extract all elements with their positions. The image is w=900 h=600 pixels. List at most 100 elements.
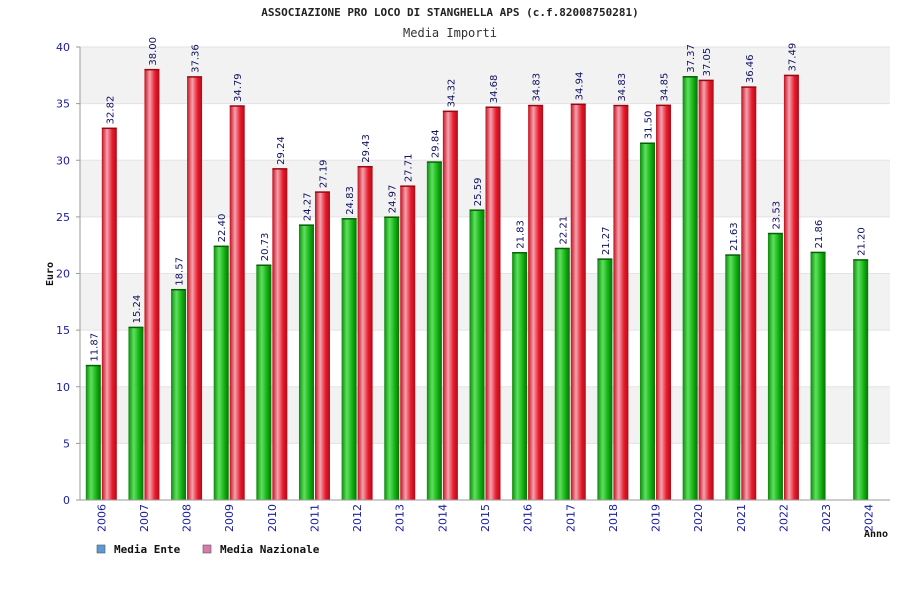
bar xyxy=(229,106,245,501)
data-label: 34.79 xyxy=(233,73,244,102)
x-tick-label: 2023 xyxy=(820,504,833,532)
legend-entry: Media Nazionale xyxy=(220,543,320,556)
data-label: 37.37 xyxy=(686,44,697,73)
bar xyxy=(298,225,314,500)
bar xyxy=(613,105,629,501)
bars: 11.87 32.82 15.24 38.00 18.57 37.36 22.40 34.79… xyxy=(85,37,869,501)
x-tick-label: 2012 xyxy=(351,504,364,532)
data-label: 27.19 xyxy=(318,159,329,188)
data-label: 36.46 xyxy=(745,54,756,83)
bar xyxy=(213,246,229,500)
bar xyxy=(528,105,544,501)
bar xyxy=(725,255,741,500)
data-label: 38.00 xyxy=(148,37,159,66)
data-label: 37.49 xyxy=(787,43,798,72)
data-label: 37.36 xyxy=(191,44,202,73)
data-label: 34.83 xyxy=(532,73,543,102)
bar xyxy=(144,69,160,501)
data-label: 27.71 xyxy=(404,154,415,183)
data-label: 31.50 xyxy=(644,111,655,140)
x-tick-label: 2016 xyxy=(522,504,535,532)
bar xyxy=(597,259,613,500)
y-tick-label: 35 xyxy=(56,98,70,111)
bar xyxy=(554,248,570,500)
x-tick-label: 2010 xyxy=(266,504,279,532)
data-label: 32.82 xyxy=(105,96,116,125)
bar xyxy=(469,210,485,501)
data-label: 21.86 xyxy=(814,220,825,249)
bar xyxy=(101,128,117,500)
bar xyxy=(400,186,416,500)
data-label: 25.59 xyxy=(473,178,484,207)
data-label: 11.87 xyxy=(89,333,100,362)
data-label: 29.84 xyxy=(430,129,441,158)
bar xyxy=(682,76,698,500)
legend-entry: Media Ente xyxy=(114,543,181,556)
bar xyxy=(741,87,757,500)
y-tick-label: 0 xyxy=(63,494,70,507)
chart-subtitle: Media Importi xyxy=(403,26,497,40)
bar xyxy=(314,192,330,501)
x-tick-label: 2020 xyxy=(692,504,705,532)
bar xyxy=(384,217,400,500)
x-tick-label: 2011 xyxy=(308,504,321,532)
x-tick-label: 2017 xyxy=(564,504,577,532)
data-label: 21.27 xyxy=(601,226,612,255)
x-tick-label: 2006 xyxy=(95,504,108,532)
x-tick-label: 2024 xyxy=(863,504,876,532)
data-label: 18.57 xyxy=(175,257,186,286)
legend: Media Ente Media Nazionale xyxy=(96,543,320,556)
chart-title: ASSOCIAZIONE PRO LOCO DI STANGHELLA APS … xyxy=(261,6,639,19)
data-label: 20.73 xyxy=(260,233,271,262)
legend-swatch xyxy=(96,544,106,554)
y-tick-label: 10 xyxy=(56,381,70,394)
data-label: 24.97 xyxy=(388,185,399,214)
x-tick-label: 2008 xyxy=(181,504,194,532)
x-tick-label: 2013 xyxy=(394,504,407,532)
bar xyxy=(640,143,656,500)
data-label: 21.83 xyxy=(516,220,527,249)
data-label: 21.63 xyxy=(729,222,740,251)
data-label: 22.21 xyxy=(558,216,569,245)
x-tick-label: 2021 xyxy=(735,504,748,532)
bar xyxy=(187,76,203,500)
data-label: 21.20 xyxy=(857,227,868,256)
y-axis-ticks: 0 5 10 15 20 25 30 35 40 xyxy=(56,41,80,507)
bar xyxy=(698,80,714,500)
x-tick-label: 2007 xyxy=(138,504,151,532)
legend-swatch xyxy=(202,544,212,554)
data-label: 34.32 xyxy=(446,79,457,108)
x-tick-label: 2015 xyxy=(479,504,492,532)
bar xyxy=(426,162,442,500)
y-axis-title: Euro xyxy=(45,262,56,286)
data-label: 24.83 xyxy=(345,186,356,215)
data-label: 34.83 xyxy=(617,73,628,102)
data-label: 29.43 xyxy=(361,134,372,163)
x-axis-title: Anno xyxy=(864,529,888,540)
y-tick-label: 40 xyxy=(56,41,70,54)
axes xyxy=(79,47,890,501)
bar xyxy=(272,168,288,500)
bar xyxy=(485,107,501,501)
bar xyxy=(85,365,101,500)
data-label: 29.24 xyxy=(276,136,287,165)
data-label: 15.24 xyxy=(132,295,143,324)
bar xyxy=(442,111,458,501)
bar xyxy=(570,104,586,500)
bar xyxy=(341,218,357,501)
x-axis-ticks: 2006 2007 2008 2009 2010 2011 2012 2013 2014 2015… xyxy=(95,504,875,532)
x-tick-label: 2019 xyxy=(650,504,663,532)
x-tick-label: 2009 xyxy=(223,504,236,532)
data-label: 23.53 xyxy=(771,201,782,230)
data-label: 34.94 xyxy=(574,72,585,101)
bar xyxy=(357,166,373,500)
bar xyxy=(767,233,783,500)
x-tick-label: 2014 xyxy=(436,504,449,532)
data-label: 24.27 xyxy=(302,193,313,222)
x-tick-label: 2022 xyxy=(777,504,790,532)
bar xyxy=(810,252,826,500)
bar xyxy=(171,289,187,500)
y-tick-label: 20 xyxy=(56,268,70,281)
data-label: 34.85 xyxy=(660,73,671,102)
